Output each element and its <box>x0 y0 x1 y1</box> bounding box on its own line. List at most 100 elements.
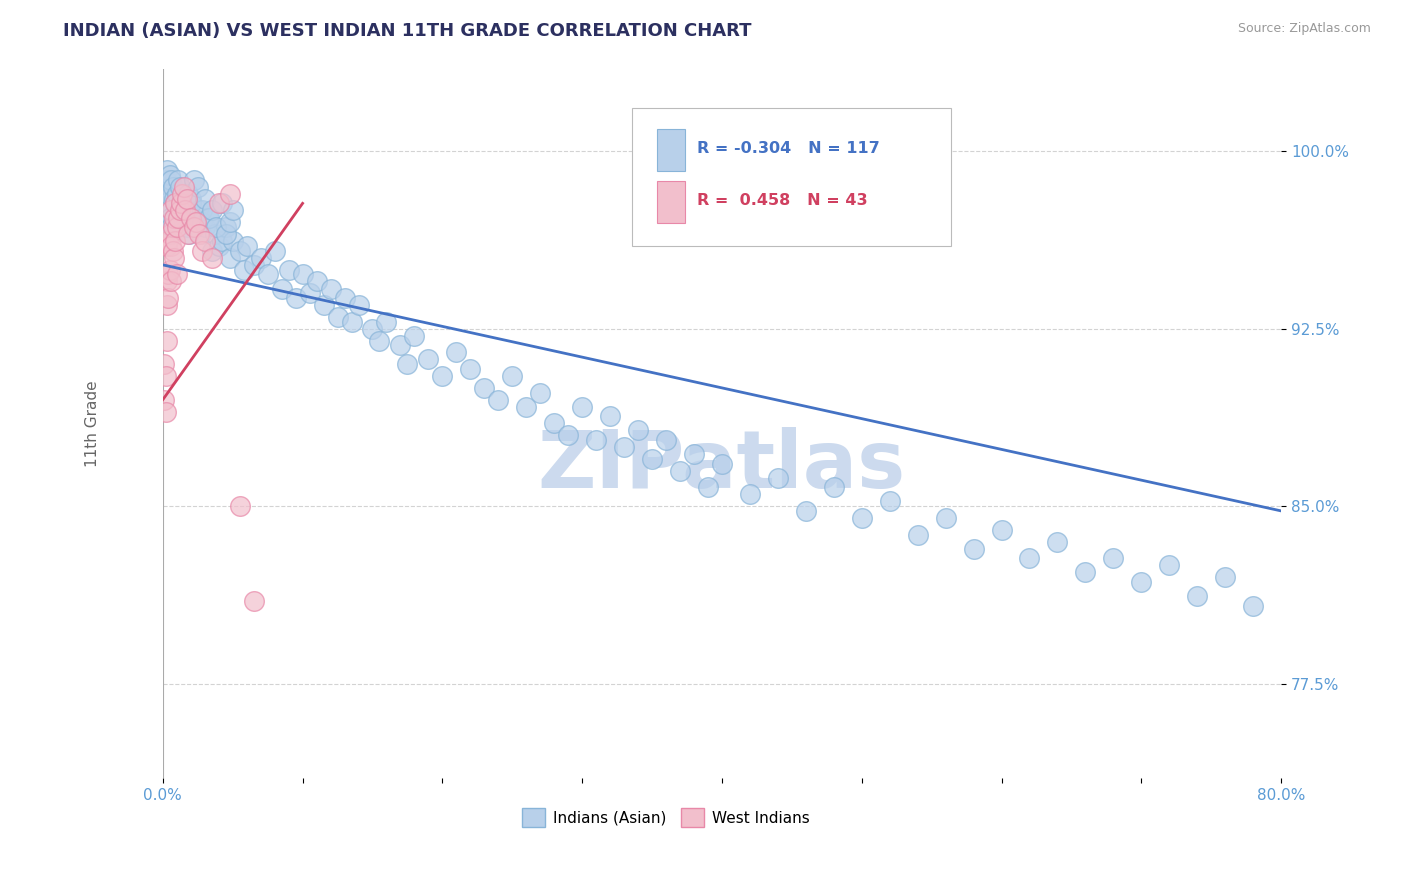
Point <box>160 275 183 289</box>
Point <box>177 186 200 201</box>
Point <box>1102 551 1125 566</box>
Point <box>1046 534 1069 549</box>
Point <box>1213 570 1236 584</box>
Point <box>557 428 579 442</box>
Point <box>418 352 440 367</box>
Point <box>191 215 214 229</box>
Point <box>157 291 180 305</box>
Point <box>172 186 194 201</box>
Point <box>159 168 181 182</box>
Point <box>162 220 184 235</box>
Point <box>222 203 245 218</box>
Point <box>157 215 180 229</box>
Point <box>319 281 342 295</box>
Text: INDIAN (ASIAN) VS WEST INDIAN 11TH GRADE CORRELATION CHART: INDIAN (ASIAN) VS WEST INDIAN 11TH GRADE… <box>63 22 752 40</box>
Legend: Indians (Asian), West Indians: Indians (Asian), West Indians <box>515 800 817 834</box>
Point <box>1018 551 1040 566</box>
Point <box>1159 558 1181 573</box>
Point <box>389 338 412 352</box>
Point <box>249 251 271 265</box>
Point <box>162 244 184 258</box>
Point <box>851 511 873 525</box>
Point <box>153 357 176 371</box>
Point <box>1241 599 1264 613</box>
Point <box>170 203 193 218</box>
Point <box>188 227 211 241</box>
Point <box>460 362 482 376</box>
Text: Source: ZipAtlas.com: Source: ZipAtlas.com <box>1237 22 1371 36</box>
Point <box>270 281 292 295</box>
Point <box>613 440 636 454</box>
Point <box>333 291 356 305</box>
Point <box>187 179 209 194</box>
Point <box>180 196 202 211</box>
Point <box>228 244 250 258</box>
Point <box>201 251 224 265</box>
Point <box>153 392 176 407</box>
Point <box>169 203 191 218</box>
Point <box>907 527 929 541</box>
Point <box>186 220 208 235</box>
Point <box>183 172 205 186</box>
Point <box>990 523 1012 537</box>
Point <box>432 369 454 384</box>
Point <box>515 400 537 414</box>
Point <box>375 315 398 329</box>
Point <box>177 227 200 241</box>
Point <box>208 196 231 211</box>
Point <box>242 594 264 608</box>
Point <box>186 215 208 229</box>
Point <box>501 369 523 384</box>
Point <box>156 203 179 218</box>
Point <box>256 268 278 282</box>
Point <box>183 220 205 235</box>
Point <box>222 234 245 248</box>
Point <box>201 203 224 218</box>
Point <box>655 433 678 447</box>
Point <box>340 315 363 329</box>
Point <box>312 298 335 312</box>
Point <box>167 211 190 225</box>
Point <box>160 239 183 253</box>
Point <box>190 227 212 241</box>
Point <box>204 227 226 241</box>
Point <box>404 329 426 343</box>
Point <box>155 404 177 418</box>
Text: R =  0.458   N = 43: R = 0.458 N = 43 <box>697 193 868 208</box>
Point <box>163 251 186 265</box>
Point <box>194 234 217 248</box>
Point <box>208 239 231 253</box>
Point <box>683 447 706 461</box>
Point <box>201 244 224 258</box>
Point <box>347 298 370 312</box>
Point <box>159 211 181 225</box>
Point <box>176 192 198 206</box>
Point <box>1130 574 1153 589</box>
Point <box>794 504 817 518</box>
Point <box>669 464 692 478</box>
Point <box>174 211 197 225</box>
Point <box>153 179 176 194</box>
Point <box>156 298 179 312</box>
Point <box>486 392 509 407</box>
Point <box>165 234 187 248</box>
Point <box>228 499 250 513</box>
Point <box>163 211 186 225</box>
Point <box>298 286 321 301</box>
Point <box>157 186 180 201</box>
Point <box>738 487 761 501</box>
FancyBboxPatch shape <box>633 108 952 246</box>
Point <box>1074 566 1097 580</box>
Point <box>160 220 183 235</box>
Point <box>174 203 197 218</box>
Point <box>242 258 264 272</box>
Point <box>879 494 901 508</box>
Point <box>710 457 733 471</box>
Point <box>180 211 202 225</box>
Point <box>156 275 179 289</box>
Point <box>155 196 177 211</box>
Point <box>157 268 180 282</box>
Point <box>219 186 242 201</box>
Point <box>235 239 257 253</box>
Y-axis label: 11th Grade: 11th Grade <box>86 380 100 467</box>
